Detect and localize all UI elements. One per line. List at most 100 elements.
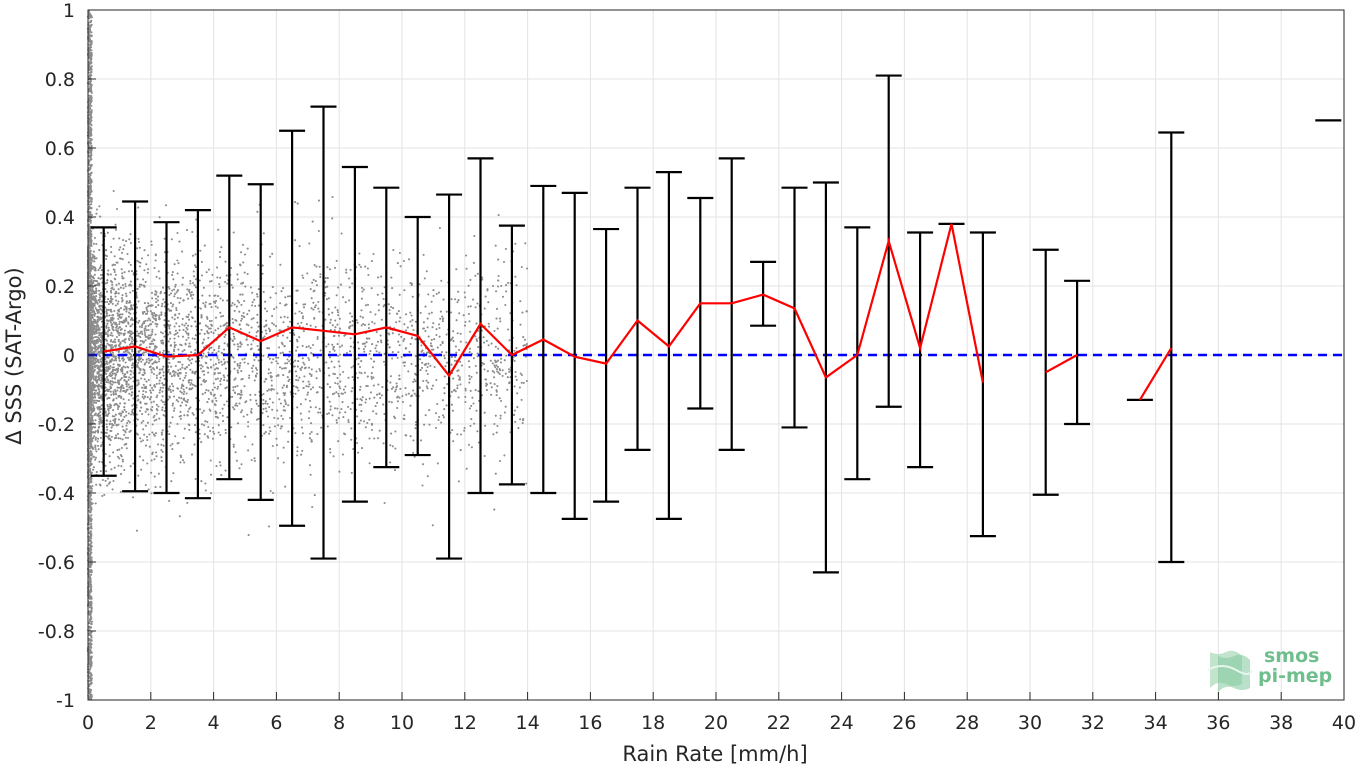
scatter-point xyxy=(121,458,124,461)
scatter-point xyxy=(115,323,118,326)
scatter-point xyxy=(171,289,174,292)
scatter-point xyxy=(244,285,247,288)
scatter-point xyxy=(295,349,298,352)
scatter-point xyxy=(239,293,242,296)
scatter-point xyxy=(169,372,172,375)
scatter-point xyxy=(118,237,121,240)
scatter-point xyxy=(158,417,161,420)
scatter-point xyxy=(128,421,131,424)
scatter-point xyxy=(249,286,252,289)
scatter-point xyxy=(116,404,119,407)
scatter-point xyxy=(180,397,183,400)
scatter-point xyxy=(379,396,382,399)
scatter-point xyxy=(119,453,122,457)
scatter-point xyxy=(187,297,190,300)
scatter-point xyxy=(347,405,350,408)
scatter-point xyxy=(361,316,364,319)
scatter-point xyxy=(185,392,188,395)
scatter-point xyxy=(305,346,308,349)
scatter-point xyxy=(97,308,100,312)
scatter-point xyxy=(327,297,330,300)
scatter-point xyxy=(217,424,220,427)
scatter-point xyxy=(99,374,102,377)
scatter-point xyxy=(257,404,260,407)
scatter-point xyxy=(340,408,343,411)
scatter-point xyxy=(214,300,218,303)
scatter-point xyxy=(146,319,149,322)
scatter-point xyxy=(106,314,109,317)
scatter-point xyxy=(402,361,405,364)
scatter-point xyxy=(179,297,182,300)
scatter-point xyxy=(96,379,99,382)
scatter-point xyxy=(111,334,114,337)
scatter-point xyxy=(128,283,132,286)
scatter-point xyxy=(332,455,335,458)
scatter-point xyxy=(118,248,121,251)
scatter-point xyxy=(519,418,522,421)
scatter-point xyxy=(234,318,237,322)
scatter-point xyxy=(250,304,254,307)
scatter-point xyxy=(217,327,220,330)
scatter-point xyxy=(301,315,305,318)
scatter-point xyxy=(125,295,128,298)
scatter-point xyxy=(188,291,191,294)
scatter-point xyxy=(236,369,239,372)
scatter-point xyxy=(122,287,125,290)
scatter-point xyxy=(491,284,495,288)
scatter-point xyxy=(501,369,504,372)
scatter-point xyxy=(286,376,289,379)
scatter-point xyxy=(498,317,502,320)
scatter-point xyxy=(246,413,249,416)
scatter-point xyxy=(137,359,140,362)
scatter-point xyxy=(204,420,207,423)
scatter-point xyxy=(293,333,296,336)
scatter-point xyxy=(370,428,373,432)
scatter-point xyxy=(174,283,177,286)
scatter-point xyxy=(526,267,529,270)
scatter-point xyxy=(97,336,100,339)
scatter-point xyxy=(120,251,124,254)
scatter-point xyxy=(184,374,187,377)
scatter-point xyxy=(162,349,165,352)
scatter-point xyxy=(172,385,175,388)
scatter-point xyxy=(198,376,201,379)
scatter-point xyxy=(193,424,197,427)
scatter-point xyxy=(513,385,516,388)
scatter-point xyxy=(94,336,97,339)
scatter-point xyxy=(335,294,338,297)
scatter-point xyxy=(181,363,184,366)
scatter-point xyxy=(428,312,431,315)
scatter-point xyxy=(95,389,98,392)
scatter-point xyxy=(231,339,234,342)
scatter-point xyxy=(122,365,125,368)
scatter-point xyxy=(110,251,113,254)
scatter-point xyxy=(188,359,192,362)
scatter-point xyxy=(99,379,102,382)
scatter-point xyxy=(136,379,139,382)
scatter-point xyxy=(107,298,110,301)
scatter-point xyxy=(300,321,303,324)
scatter-point xyxy=(450,390,453,393)
scatter-point xyxy=(200,314,203,317)
scatter-point xyxy=(136,330,139,333)
scatter-point xyxy=(392,307,395,310)
scatter-point xyxy=(94,436,97,439)
scatter-point xyxy=(209,473,213,476)
scatter-point xyxy=(264,402,267,405)
scatter-point xyxy=(220,377,223,380)
scatter-point xyxy=(151,328,154,331)
scatter-point xyxy=(272,388,275,391)
scatter-point xyxy=(95,360,98,363)
scatter-point xyxy=(218,285,221,289)
scatter-point xyxy=(92,466,95,469)
scatter-point xyxy=(373,396,376,399)
scatter-point xyxy=(174,329,177,332)
scatter-point xyxy=(99,215,102,218)
scatter-point xyxy=(167,358,170,361)
scatter-point xyxy=(250,407,253,411)
scatter-point xyxy=(515,378,518,381)
scatter-point xyxy=(464,387,467,390)
scatter-point xyxy=(108,423,111,426)
scatter-point xyxy=(241,409,244,412)
scatter-point xyxy=(92,323,95,326)
